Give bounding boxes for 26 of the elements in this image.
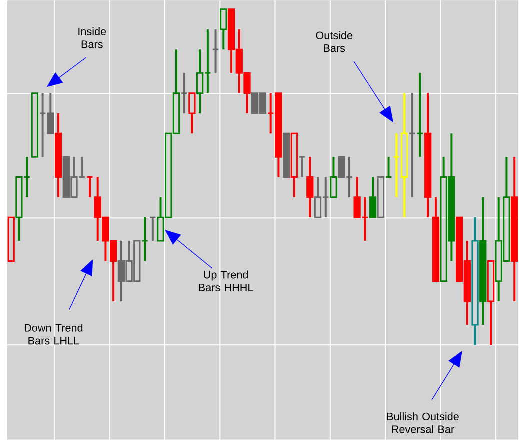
candlestick	[487, 260, 495, 346]
candlestick	[290, 132, 298, 198]
candlestick	[480, 196, 487, 326]
candlestick	[416, 72, 424, 158]
annotation: Inside Bars	[78, 27, 106, 48]
candlestick	[408, 92, 416, 198]
candlestick	[298, 156, 306, 178]
candlestick	[432, 196, 440, 282]
candlestick	[330, 156, 338, 198]
annotation: Up Trend Bars HHHL	[199, 270, 254, 292]
candlestick	[149, 216, 156, 242]
candlestick	[369, 176, 377, 218]
candlestick	[212, 28, 220, 74]
candlestick	[141, 216, 149, 262]
candlestick	[472, 216, 479, 346]
candlestick	[188, 92, 196, 135]
candlestick	[86, 176, 94, 198]
candlestick	[385, 156, 392, 178]
candlestick	[424, 92, 432, 218]
candlestick	[220, 8, 228, 51]
text: Bullish Outside Reversal Bar	[387, 412, 459, 434]
candlestick	[180, 72, 188, 114]
annotation: Outside Bars	[316, 31, 353, 52]
candlestick	[54, 112, 62, 198]
annotation: Down Trend Bars LHLL	[25, 324, 83, 345]
candlestick	[306, 156, 314, 218]
